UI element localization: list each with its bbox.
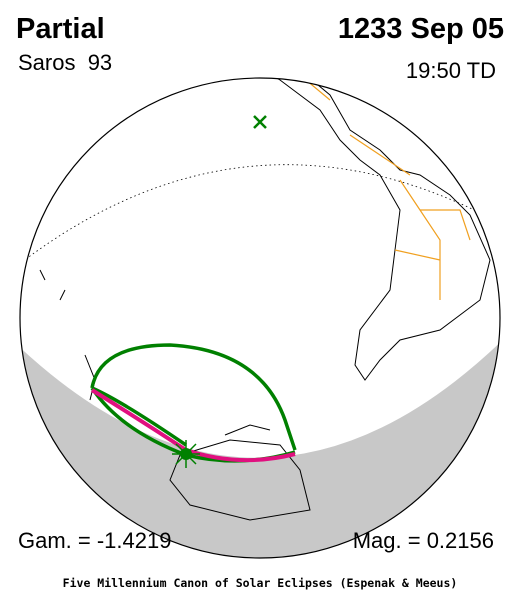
globe-outline [19,77,501,559]
title: Partial [16,13,105,45]
night-shading [20,333,500,558]
magnitude: Mag. = 0.2156 [353,528,494,553]
coastline [249,78,491,381]
date: 1233 Sep 05 [338,13,504,45]
equator [21,164,499,263]
greatest-point [253,115,267,129]
saros: Saros 93 [18,50,112,75]
borders [259,78,471,300]
time: 19:50 TD [406,58,496,83]
gamma: Gam. = -1.4219 [18,528,171,553]
credit: Five Millennium Canon of Solar Eclipses … [63,576,458,590]
antarctica [169,424,311,521]
greatest-eclipse-star [172,440,200,468]
